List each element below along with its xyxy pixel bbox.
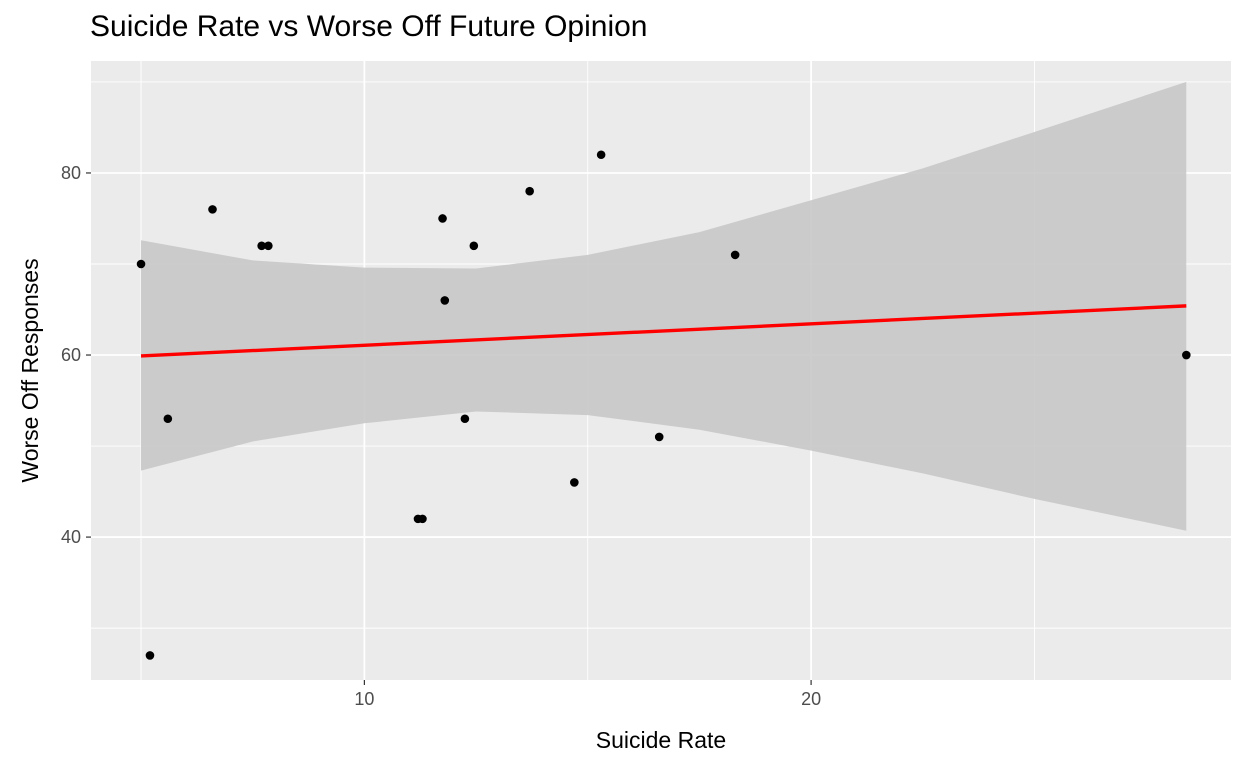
y-tick-label: 40: [61, 527, 81, 547]
data-point: [730, 250, 740, 260]
x-tick-label: 20: [801, 689, 821, 709]
y-tick-label: 80: [61, 163, 81, 183]
regression-line: [140, 304, 1187, 358]
data-point: [208, 205, 217, 214]
data-point: [136, 259, 146, 269]
y-tick-label: 60: [61, 345, 81, 365]
data-point: [440, 296, 450, 305]
data-point: [570, 478, 579, 487]
x-tick-label: 10: [354, 689, 374, 709]
data-point: [469, 241, 479, 251]
data-point: [163, 414, 173, 424]
data-point: [145, 651, 155, 660]
data-point: [654, 432, 664, 442]
confidence-band: [141, 81, 1187, 531]
y-axis-title: Worse Off Responses: [17, 258, 43, 482]
data-point: [596, 150, 606, 160]
data-point: [257, 241, 266, 251]
data-point: [460, 414, 470, 424]
data-point: [264, 241, 273, 251]
data-point: [1182, 350, 1191, 360]
x-axis-title: Suicide Rate: [596, 727, 726, 753]
data-point: [418, 514, 427, 524]
data-point: [438, 214, 447, 223]
y-axis-ticks: 40 60 80: [61, 163, 91, 547]
chart-title: Suicide Rate vs Worse Off Future Opinion: [90, 10, 648, 43]
x-axis-ticks: 10 20: [354, 680, 821, 709]
data-points: [136, 150, 1191, 660]
data-point: [525, 186, 534, 196]
